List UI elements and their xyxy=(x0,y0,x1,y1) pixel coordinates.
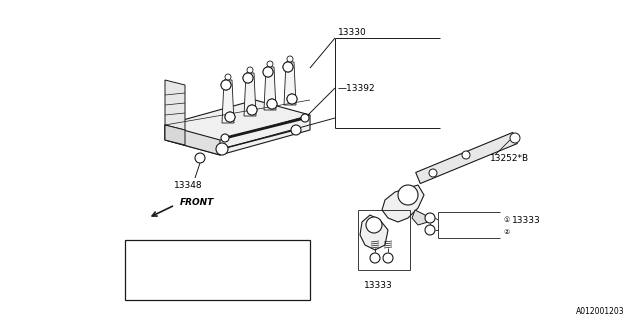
Text: ③: ③ xyxy=(219,147,225,151)
Circle shape xyxy=(225,112,235,122)
Text: 13392  (-'08MY0704): 13392 (-'08MY0704) xyxy=(143,266,230,275)
Circle shape xyxy=(366,217,382,233)
Circle shape xyxy=(398,185,418,205)
Circle shape xyxy=(130,266,140,276)
Polygon shape xyxy=(382,185,424,222)
Circle shape xyxy=(429,169,437,177)
Circle shape xyxy=(225,74,231,80)
Polygon shape xyxy=(284,62,296,105)
Text: ①: ① xyxy=(503,217,509,223)
Text: C0062: C0062 xyxy=(143,247,170,256)
Text: 13234: 13234 xyxy=(236,247,262,256)
Circle shape xyxy=(221,80,231,90)
Polygon shape xyxy=(416,132,517,184)
Text: —13392: —13392 xyxy=(338,84,376,92)
Text: ②: ② xyxy=(385,255,390,260)
Circle shape xyxy=(263,67,273,77)
Text: A012001203: A012001203 xyxy=(576,308,624,316)
Circle shape xyxy=(247,105,257,115)
Circle shape xyxy=(267,99,277,109)
Text: FRONT: FRONT xyxy=(180,197,214,206)
Circle shape xyxy=(247,67,253,73)
Text: ①: ① xyxy=(132,249,136,254)
Text: 13252*B: 13252*B xyxy=(490,154,529,163)
Text: ①: ① xyxy=(372,255,378,260)
Text: ②: ② xyxy=(224,249,229,254)
Circle shape xyxy=(221,134,229,142)
Polygon shape xyxy=(264,67,276,110)
Circle shape xyxy=(425,213,435,223)
Polygon shape xyxy=(412,210,428,225)
Text: A2087B('08MY0704- ): A2087B('08MY0704- ) xyxy=(143,285,234,294)
Text: 13330: 13330 xyxy=(338,28,367,36)
Circle shape xyxy=(425,225,435,235)
Circle shape xyxy=(462,151,470,159)
Text: ②: ② xyxy=(428,228,433,233)
Circle shape xyxy=(291,125,301,135)
Polygon shape xyxy=(244,73,256,116)
Polygon shape xyxy=(165,125,220,155)
Circle shape xyxy=(283,62,293,72)
Polygon shape xyxy=(222,80,234,123)
Text: 13333: 13333 xyxy=(364,281,392,290)
Circle shape xyxy=(195,153,205,163)
Circle shape xyxy=(216,143,228,155)
Text: 13348: 13348 xyxy=(173,180,202,189)
Circle shape xyxy=(130,246,140,256)
Circle shape xyxy=(383,253,393,263)
Circle shape xyxy=(287,56,293,62)
Circle shape xyxy=(287,94,297,104)
Circle shape xyxy=(221,80,231,90)
Circle shape xyxy=(267,99,277,109)
Polygon shape xyxy=(165,80,185,130)
Circle shape xyxy=(283,62,293,72)
Circle shape xyxy=(223,246,232,256)
Text: 13333: 13333 xyxy=(512,215,541,225)
Circle shape xyxy=(267,61,273,67)
Text: ①: ① xyxy=(428,215,433,220)
Text: ②: ② xyxy=(503,229,509,235)
Circle shape xyxy=(287,94,297,104)
Circle shape xyxy=(510,133,520,143)
Circle shape xyxy=(243,73,253,83)
Polygon shape xyxy=(165,125,185,145)
Circle shape xyxy=(370,253,380,263)
Circle shape xyxy=(301,114,309,122)
Polygon shape xyxy=(360,215,388,250)
Text: ③: ③ xyxy=(132,268,136,273)
Polygon shape xyxy=(165,100,310,155)
Circle shape xyxy=(263,67,273,77)
Circle shape xyxy=(243,73,253,83)
Circle shape xyxy=(225,112,235,122)
Circle shape xyxy=(247,105,257,115)
Bar xyxy=(125,240,310,300)
